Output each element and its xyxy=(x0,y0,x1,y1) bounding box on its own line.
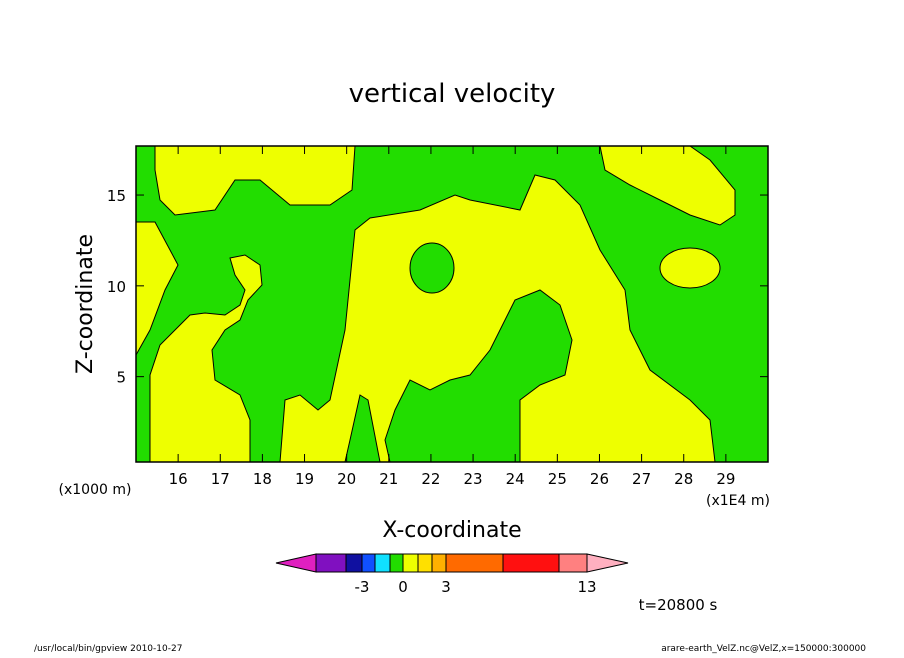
x-axis-label: X-coordinate xyxy=(382,518,521,543)
axes: 16 17 18 19 20 21 22 23 24 25 26 27 28 29 5 10 15 xyxy=(107,146,768,488)
colorbar-segment xyxy=(345,553,363,573)
x-tick-label: 26 xyxy=(590,470,609,488)
region xyxy=(659,247,721,289)
colorbar-segment xyxy=(374,553,391,573)
x-tick-label: 16 xyxy=(169,470,188,488)
chart-title: vertical velocity xyxy=(349,79,556,109)
x-tick-label: 25 xyxy=(548,470,567,488)
time-label: t=20800 s xyxy=(639,596,718,614)
region xyxy=(409,242,455,294)
y-tick-label: 15 xyxy=(107,187,126,205)
x-tick-label: 19 xyxy=(295,470,314,488)
colorbar-segment xyxy=(445,553,504,573)
colorbar-segment xyxy=(389,553,404,573)
y-axis-label: Z-coordinate xyxy=(73,234,98,374)
colorbar-segment xyxy=(417,553,433,573)
x-tick-label: 22 xyxy=(421,470,440,488)
x-tick-label: 29 xyxy=(716,470,735,488)
colorbar-segment xyxy=(361,553,376,573)
colorbar-end xyxy=(275,553,317,573)
region xyxy=(136,221,179,357)
region xyxy=(154,146,356,216)
x-tick-label: 20 xyxy=(337,470,356,488)
footer-left: /usr/local/bin/gpview 2010-10-27 xyxy=(34,644,182,654)
colorbar-segment xyxy=(315,553,347,573)
colorbar-segment xyxy=(502,553,560,573)
colorbar-tick-label: 3 xyxy=(441,578,451,596)
colorbar-end xyxy=(586,553,629,573)
colorbar-tick-label: -3 xyxy=(355,578,370,596)
y-tick-label: 10 xyxy=(107,278,126,296)
region xyxy=(149,254,263,462)
x-tick-label: 28 xyxy=(674,470,693,488)
x-tick-label: 27 xyxy=(632,470,651,488)
colorbar: -3 0 3 13 xyxy=(275,553,629,596)
colorbar-segment xyxy=(558,553,588,573)
x-tick-label: 18 xyxy=(253,470,272,488)
colorbar-segment xyxy=(431,553,447,573)
x-tick-label: 17 xyxy=(211,470,230,488)
y-tick-label: 5 xyxy=(116,369,126,387)
colorbar-segment xyxy=(402,553,419,573)
colorbar-tick-label: 13 xyxy=(577,578,596,596)
positive-regions xyxy=(136,146,736,462)
region xyxy=(279,174,716,462)
contour-field xyxy=(136,146,768,462)
colorbar-tick-label: 0 xyxy=(398,578,408,596)
x-unit: (x1E4 m) xyxy=(706,493,770,509)
x-tick-label: 21 xyxy=(379,470,398,488)
region xyxy=(599,146,736,226)
y-unit: (x1000 m) xyxy=(59,482,132,498)
negative-regions xyxy=(409,242,455,294)
footer-right: arare-earth_VelZ.nc@VelZ,x=150000:300000 xyxy=(661,644,866,654)
x-tick-label: 24 xyxy=(506,470,525,488)
positive-regions xyxy=(659,247,721,289)
plot-frame xyxy=(135,145,769,463)
x-tick-label: 23 xyxy=(464,470,483,488)
